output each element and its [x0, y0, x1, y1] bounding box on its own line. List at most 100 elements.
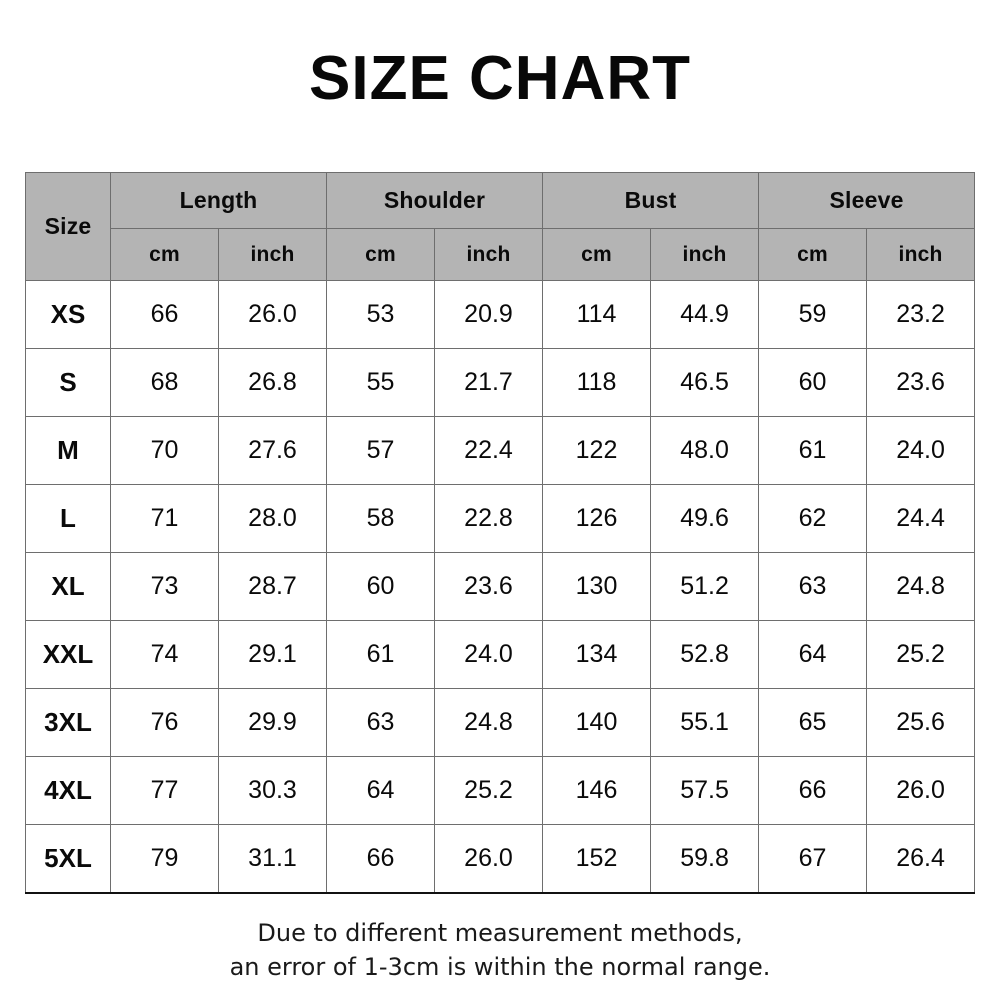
cell-bust-inch: 46.5 [650, 348, 760, 417]
cell-shoulder-cm: 60 [326, 552, 436, 621]
cell-sleeve-inch: 24.0 [866, 416, 976, 485]
cell-sleeve-cm: 59 [758, 280, 868, 349]
table-row: 4XL 77 30.3 64 25.2 146 57.5 66 26.0 [25, 756, 976, 825]
cell-bust-cm: 130 [542, 552, 652, 621]
cell-sleeve-cm: 62 [758, 484, 868, 553]
header-unit-shoulder-inch: inch [434, 228, 544, 281]
cell-sleeve-cm: 67 [758, 824, 868, 894]
table-row: 5XL 79 31.1 66 26.0 152 59.8 67 26.4 [25, 824, 976, 894]
header-unit-length-inch: inch [217, 228, 328, 281]
cell-bust-cm: 134 [542, 620, 652, 689]
cell-shoulder-cm: 58 [326, 484, 436, 553]
header-group-bust: Bust [542, 172, 760, 229]
cell-size: S [25, 348, 111, 417]
cell-sleeve-inch: 23.2 [866, 280, 976, 349]
cell-bust-inch: 55.1 [650, 688, 760, 757]
cell-length-cm: 71 [110, 484, 219, 553]
cell-shoulder-inch: 23.6 [434, 552, 544, 621]
cell-bust-inch: 48.0 [650, 416, 760, 485]
cell-size: M [25, 416, 111, 485]
header-group-sleeve: Sleeve [758, 172, 976, 229]
table-body: XS 66 26.0 53 20.9 114 44.9 59 23.2 S 68… [25, 280, 976, 894]
header-size: Size [25, 172, 111, 281]
cell-size: 5XL [25, 824, 111, 894]
table-row: XL 73 28.7 60 23.6 130 51.2 63 24.8 [25, 552, 976, 621]
table-row: XXL 74 29.1 61 24.0 134 52.8 64 25.2 [25, 620, 976, 689]
cell-sleeve-cm: 61 [758, 416, 868, 485]
cell-bust-cm: 140 [542, 688, 652, 757]
cell-sleeve-cm: 64 [758, 620, 868, 689]
cell-sleeve-cm: 65 [758, 688, 868, 757]
header-unit-shoulder-cm: cm [326, 228, 436, 281]
cell-shoulder-inch: 24.8 [434, 688, 544, 757]
cell-bust-cm: 126 [542, 484, 652, 553]
page-title: SIZE CHART [309, 44, 691, 113]
cell-length-inch: 31.1 [217, 824, 328, 894]
cell-sleeve-inch: 26.4 [866, 824, 976, 894]
cell-sleeve-inch: 23.6 [866, 348, 976, 417]
header-unit-bust-cm: cm [542, 228, 652, 281]
cell-length-inch: 27.6 [217, 416, 328, 485]
cell-shoulder-inch: 26.0 [434, 824, 544, 894]
cell-shoulder-inch: 21.7 [434, 348, 544, 417]
header-group-row: Size Length Shoulder Bust Sleeve [25, 172, 976, 281]
cell-sleeve-cm: 60 [758, 348, 868, 417]
cell-sleeve-cm: 63 [758, 552, 868, 621]
cell-shoulder-cm: 53 [326, 280, 436, 349]
cell-shoulder-cm: 61 [326, 620, 436, 689]
size-chart-table: Size Length Shoulder Bust Sleeve cm inch… [25, 172, 976, 894]
cell-shoulder-inch: 20.9 [434, 280, 544, 349]
table-header: Size Length Shoulder Bust Sleeve cm inch… [25, 172, 976, 281]
cell-length-cm: 68 [110, 348, 219, 417]
cell-shoulder-cm: 64 [326, 756, 436, 825]
cell-bust-cm: 122 [542, 416, 652, 485]
cell-bust-inch: 49.6 [650, 484, 760, 553]
cell-length-inch: 29.1 [217, 620, 328, 689]
cell-bust-cm: 152 [542, 824, 652, 894]
header-unit-sleeve-cm: cm [758, 228, 868, 281]
header-unit-sleeve-inch: inch [866, 228, 976, 281]
cell-length-inch: 26.0 [217, 280, 328, 349]
cell-shoulder-cm: 55 [326, 348, 436, 417]
cell-bust-cm: 114 [542, 280, 652, 349]
table-row: S 68 26.8 55 21.7 118 46.5 60 23.6 [25, 348, 976, 417]
cell-length-cm: 76 [110, 688, 219, 757]
measurement-disclaimer: Due to different measurement methods, an… [0, 916, 1000, 984]
cell-size: 3XL [25, 688, 111, 757]
cell-shoulder-cm: 63 [326, 688, 436, 757]
cell-length-cm: 74 [110, 620, 219, 689]
cell-length-inch: 28.7 [217, 552, 328, 621]
cell-bust-inch: 44.9 [650, 280, 760, 349]
disclaimer-line-2: an error of 1-3cm is within the normal r… [229, 953, 771, 982]
header-unit-row: cm inch cm inch cm inch cm inch [26, 228, 976, 281]
cell-length-inch: 30.3 [217, 756, 328, 825]
cell-length-inch: 28.0 [217, 484, 328, 553]
disclaimer-line-1: Due to different measurement methods, [257, 919, 743, 947]
cell-sleeve-inch: 25.2 [866, 620, 976, 689]
cell-shoulder-cm: 66 [326, 824, 436, 894]
cell-shoulder-cm: 57 [326, 416, 436, 485]
header-unit-bust-inch: inch [650, 228, 760, 281]
cell-shoulder-inch: 24.0 [434, 620, 544, 689]
size-chart-table-container: Size Length Shoulder Bust Sleeve cm inch… [25, 172, 976, 894]
cell-length-cm: 70 [110, 416, 219, 485]
cell-size: 4XL [25, 756, 111, 825]
table-row: M 70 27.6 57 22.4 122 48.0 61 24.0 [25, 416, 976, 485]
cell-size: L [25, 484, 111, 553]
cell-sleeve-inch: 24.8 [866, 552, 976, 621]
cell-shoulder-inch: 22.8 [434, 484, 544, 553]
table-row: 3XL 76 29.9 63 24.8 140 55.1 65 25.6 [25, 688, 976, 757]
cell-length-cm: 79 [110, 824, 219, 894]
table-row: L 71 28.0 58 22.8 126 49.6 62 24.4 [25, 484, 976, 553]
cell-bust-inch: 57.5 [650, 756, 760, 825]
table-row: XS 66 26.0 53 20.9 114 44.9 59 23.2 [25, 280, 976, 349]
cell-sleeve-inch: 25.6 [866, 688, 976, 757]
cell-bust-inch: 51.2 [650, 552, 760, 621]
cell-bust-cm: 118 [542, 348, 652, 417]
cell-length-cm: 77 [110, 756, 219, 825]
cell-size: XXL [25, 620, 111, 689]
cell-sleeve-inch: 24.4 [866, 484, 976, 553]
cell-sleeve-cm: 66 [758, 756, 868, 825]
cell-size: XL [25, 552, 111, 621]
